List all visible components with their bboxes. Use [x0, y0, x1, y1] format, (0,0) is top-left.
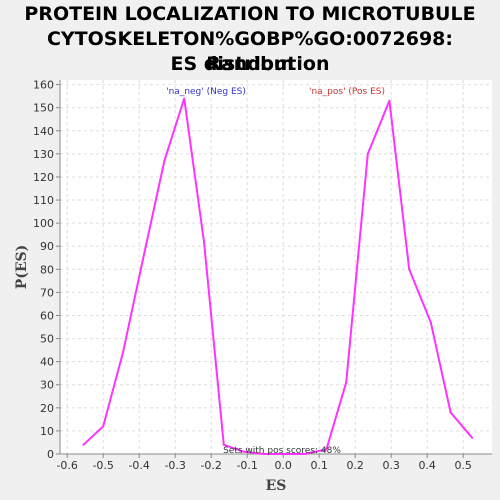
- data-point: [262, 453, 265, 455]
- x-tick-label: 0.1: [310, 459, 328, 472]
- x-tick-label: 0.3: [382, 459, 400, 472]
- y-tick-label: 60: [40, 309, 54, 322]
- y-tick-label: 120: [33, 171, 54, 184]
- data-point: [325, 448, 328, 451]
- y-tick-label: 40: [40, 356, 54, 369]
- x-tick-label: -0.3: [164, 459, 185, 472]
- data-point: [471, 436, 474, 439]
- x-tick-label: -0.2: [200, 459, 221, 472]
- plot-area: [60, 80, 492, 454]
- chart-title-line-3: ES distribution: [170, 53, 330, 75]
- x-tick-label: 0.5: [454, 459, 472, 472]
- data-point: [366, 152, 369, 155]
- y-tick-label: 70: [40, 286, 54, 299]
- data-point: [449, 411, 452, 414]
- data-point: [183, 97, 186, 100]
- x-tick-label: 0.0: [274, 459, 292, 472]
- data-point: [429, 321, 432, 324]
- x-axis-label: ES: [266, 478, 287, 494]
- data-point: [242, 450, 245, 453]
- x-tick-label: -0.6: [56, 459, 77, 472]
- series-line: [82, 98, 473, 455]
- grid: [60, 80, 492, 455]
- y-tick-label: 110: [33, 194, 54, 207]
- y-tick-label: 150: [33, 102, 54, 115]
- series-points: [82, 97, 474, 455]
- data-point: [222, 443, 225, 446]
- data-point: [388, 99, 391, 102]
- chart-title-line-1: PROTEIN LOCALIZATION TO MICROTUBULE: [24, 3, 476, 25]
- y-tick-label: 0: [47, 448, 54, 461]
- y-axis-label: P(ES): [14, 245, 30, 290]
- data-point: [141, 259, 144, 262]
- annotation-pos-scores: Sets with pos scores: 48%: [223, 446, 341, 456]
- data-point: [303, 453, 306, 455]
- data-point: [282, 453, 285, 455]
- legend-neg: 'na_neg' (Neg ES): [166, 87, 246, 97]
- tick-labels: 0 10 20 30 40 50 60 70 80 90 100 110 120 130 140 150 160…: [33, 79, 472, 472]
- data-point: [82, 443, 85, 446]
- y-tick-label: 10: [40, 425, 54, 438]
- y-tick-label: 20: [40, 402, 54, 415]
- data-point: [408, 268, 411, 271]
- data-point: [345, 381, 348, 384]
- y-tick-label: 100: [33, 217, 54, 230]
- y-tick-label: 160: [33, 79, 54, 92]
- y-tick-label: 80: [40, 263, 54, 276]
- data-point: [102, 425, 105, 428]
- y-tick-label: 140: [33, 125, 54, 138]
- x-tick-label: -0.1: [236, 459, 257, 472]
- y-tick-label: 30: [40, 379, 54, 392]
- x-tick-label: 0.4: [418, 459, 436, 472]
- x-tick-label: -0.4: [128, 459, 149, 472]
- y-tick-label: 50: [40, 333, 54, 346]
- chart-title-line-2: CYTOSKELETON%GOBP%GO:0072698: Random: [46, 28, 453, 75]
- data-point: [203, 240, 205, 243]
- y-tick-label: 90: [40, 240, 54, 253]
- y-tick-label: 130: [33, 148, 54, 161]
- x-tick-label: -0.5: [92, 459, 113, 472]
- data-point: [122, 351, 124, 354]
- x-tick-label: 0.2: [346, 459, 364, 472]
- data-point: [163, 159, 166, 162]
- legend-pos: 'na_pos' (Pos ES): [309, 87, 385, 97]
